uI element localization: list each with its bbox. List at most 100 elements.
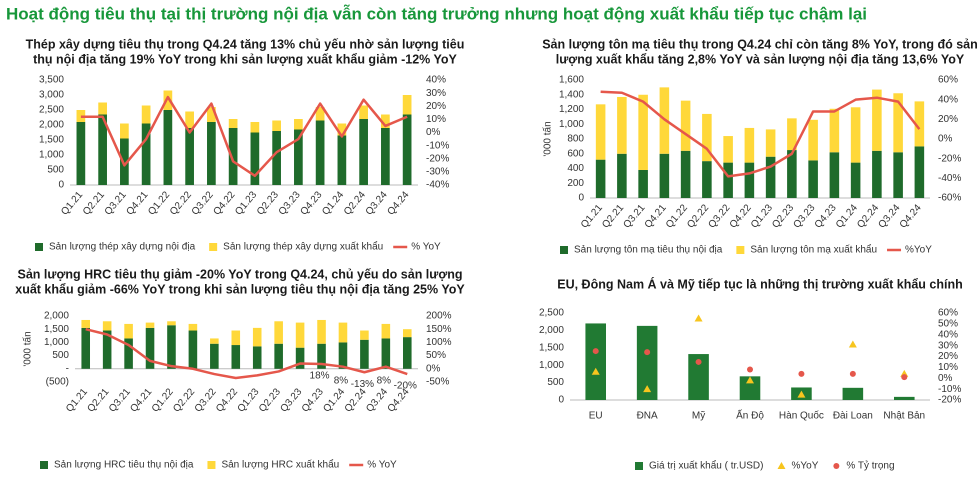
x-tick-label: ĐNA (637, 411, 658, 422)
y2-tick-label: 40% (426, 75, 446, 86)
bar (338, 322, 348, 343)
bar (585, 323, 606, 400)
bar (402, 329, 412, 338)
x-tick-label: Q2.23 (770, 202, 796, 230)
y-tick-label: (500) (46, 377, 69, 388)
y2-tick-label: 60% (938, 308, 958, 319)
x-tick-label: Ấn Độ (736, 409, 764, 422)
y2-tick-label: -20% (938, 395, 961, 406)
marker (592, 348, 599, 355)
bar (141, 105, 151, 124)
y2-tick-label: 10% (938, 362, 958, 373)
y-tick-label: 0 (558, 395, 564, 406)
bar (381, 114, 390, 128)
bar (76, 122, 86, 185)
legend-swatch (777, 462, 786, 469)
bar (744, 127, 755, 163)
bar (659, 153, 670, 198)
bar (638, 94, 648, 170)
bar (250, 132, 260, 185)
y-tick-label: 1,000 (539, 360, 564, 371)
bar (188, 323, 198, 331)
bar (250, 122, 260, 133)
bar (638, 169, 648, 198)
bar (595, 159, 606, 198)
bar (337, 123, 347, 136)
y-tick-label: 1,000 (39, 150, 64, 161)
y-tick-label: 500 (52, 350, 69, 361)
bar (295, 347, 305, 369)
x-tick-label: Q2.22 (168, 189, 194, 217)
bar (317, 343, 326, 369)
legend-swatch (736, 246, 745, 254)
y2-tick-label: -30% (426, 167, 449, 178)
x-tick-label: Mỹ (692, 411, 705, 422)
bar (274, 321, 283, 344)
y2-tick-label: -50% (426, 377, 449, 388)
legend-label: Giá trị xuất khẩu ( tr.USD) (649, 460, 763, 472)
marker (747, 366, 753, 373)
bar (252, 327, 262, 347)
bar (167, 321, 176, 326)
bar (294, 119, 303, 130)
bar (872, 89, 882, 151)
bar (723, 136, 733, 163)
y-tick-label: 1,000 (559, 119, 584, 130)
legend-label: Sản lượng thép xây dựng nội địa (49, 242, 196, 253)
x-tick-label: Nhật Bản (883, 411, 925, 422)
legend-label: % YoY (411, 242, 441, 253)
data-label: -13% (351, 379, 374, 390)
bar (188, 330, 198, 369)
marker (643, 385, 652, 393)
x-tick-label: Q1.21 (64, 386, 90, 414)
bar (315, 120, 325, 185)
y-tick-label: 400 (567, 163, 584, 174)
data-label: 18% (310, 371, 330, 382)
bar (893, 93, 903, 153)
bar (723, 162, 733, 198)
bar (81, 319, 91, 328)
x-tick-label: Q3.24 (877, 202, 903, 230)
x-tick-label: Q2.21 (86, 386, 112, 414)
bar (739, 376, 761, 400)
x-tick-label: Q1.21 (59, 189, 85, 217)
x-tick-label: Q3.21 (103, 189, 129, 217)
bar (850, 162, 861, 198)
bar (337, 135, 347, 185)
legend-label: Sản lượng HRC tiêu thụ nội địa (54, 460, 194, 471)
chart-title: Sản lượng tôn mạ tiêu thụ trong Q4.24 ch… (542, 37, 978, 51)
bar (228, 128, 238, 185)
x-tick-label: Q4.22 (214, 386, 240, 414)
chart-title: thụ nội địa tăng 19% YoY trong khi sản l… (33, 52, 457, 66)
bar (617, 96, 627, 154)
y2-tick-label: -10% (938, 384, 961, 395)
y2-tick-label: 50% (426, 350, 446, 361)
y-tick-label: 500 (547, 377, 564, 388)
x-tick-label: Q3.24 (364, 386, 390, 414)
y-tick-label: 200 (567, 178, 584, 189)
marker (797, 390, 806, 398)
x-tick-label: Q2.23 (255, 189, 281, 217)
y2-tick-label: 100% (426, 337, 452, 348)
bar (210, 343, 219, 369)
legend-label: % Tỷ trọng (846, 460, 894, 472)
bar (914, 146, 925, 198)
x-tick-label: Q4.21 (125, 189, 151, 217)
y2-tick-label: 30% (938, 340, 958, 351)
data-label: 8% (377, 375, 392, 386)
y-tick-label: 600 (567, 148, 584, 159)
x-tick-label: Q3.23 (792, 202, 818, 230)
bar (381, 128, 390, 185)
legend-swatch (209, 243, 218, 251)
bar (294, 129, 303, 185)
bar (317, 319, 326, 344)
bar (829, 152, 840, 198)
y2-tick-label: 0% (426, 363, 441, 374)
bar (163, 90, 173, 110)
y-tick-label: 3,000 (39, 90, 64, 101)
y2-tick-label: -20% (938, 153, 961, 164)
bar (894, 396, 915, 400)
bar (914, 101, 925, 147)
x-tick-label: Q1.23 (236, 386, 262, 414)
data-label: -20% (394, 381, 417, 392)
